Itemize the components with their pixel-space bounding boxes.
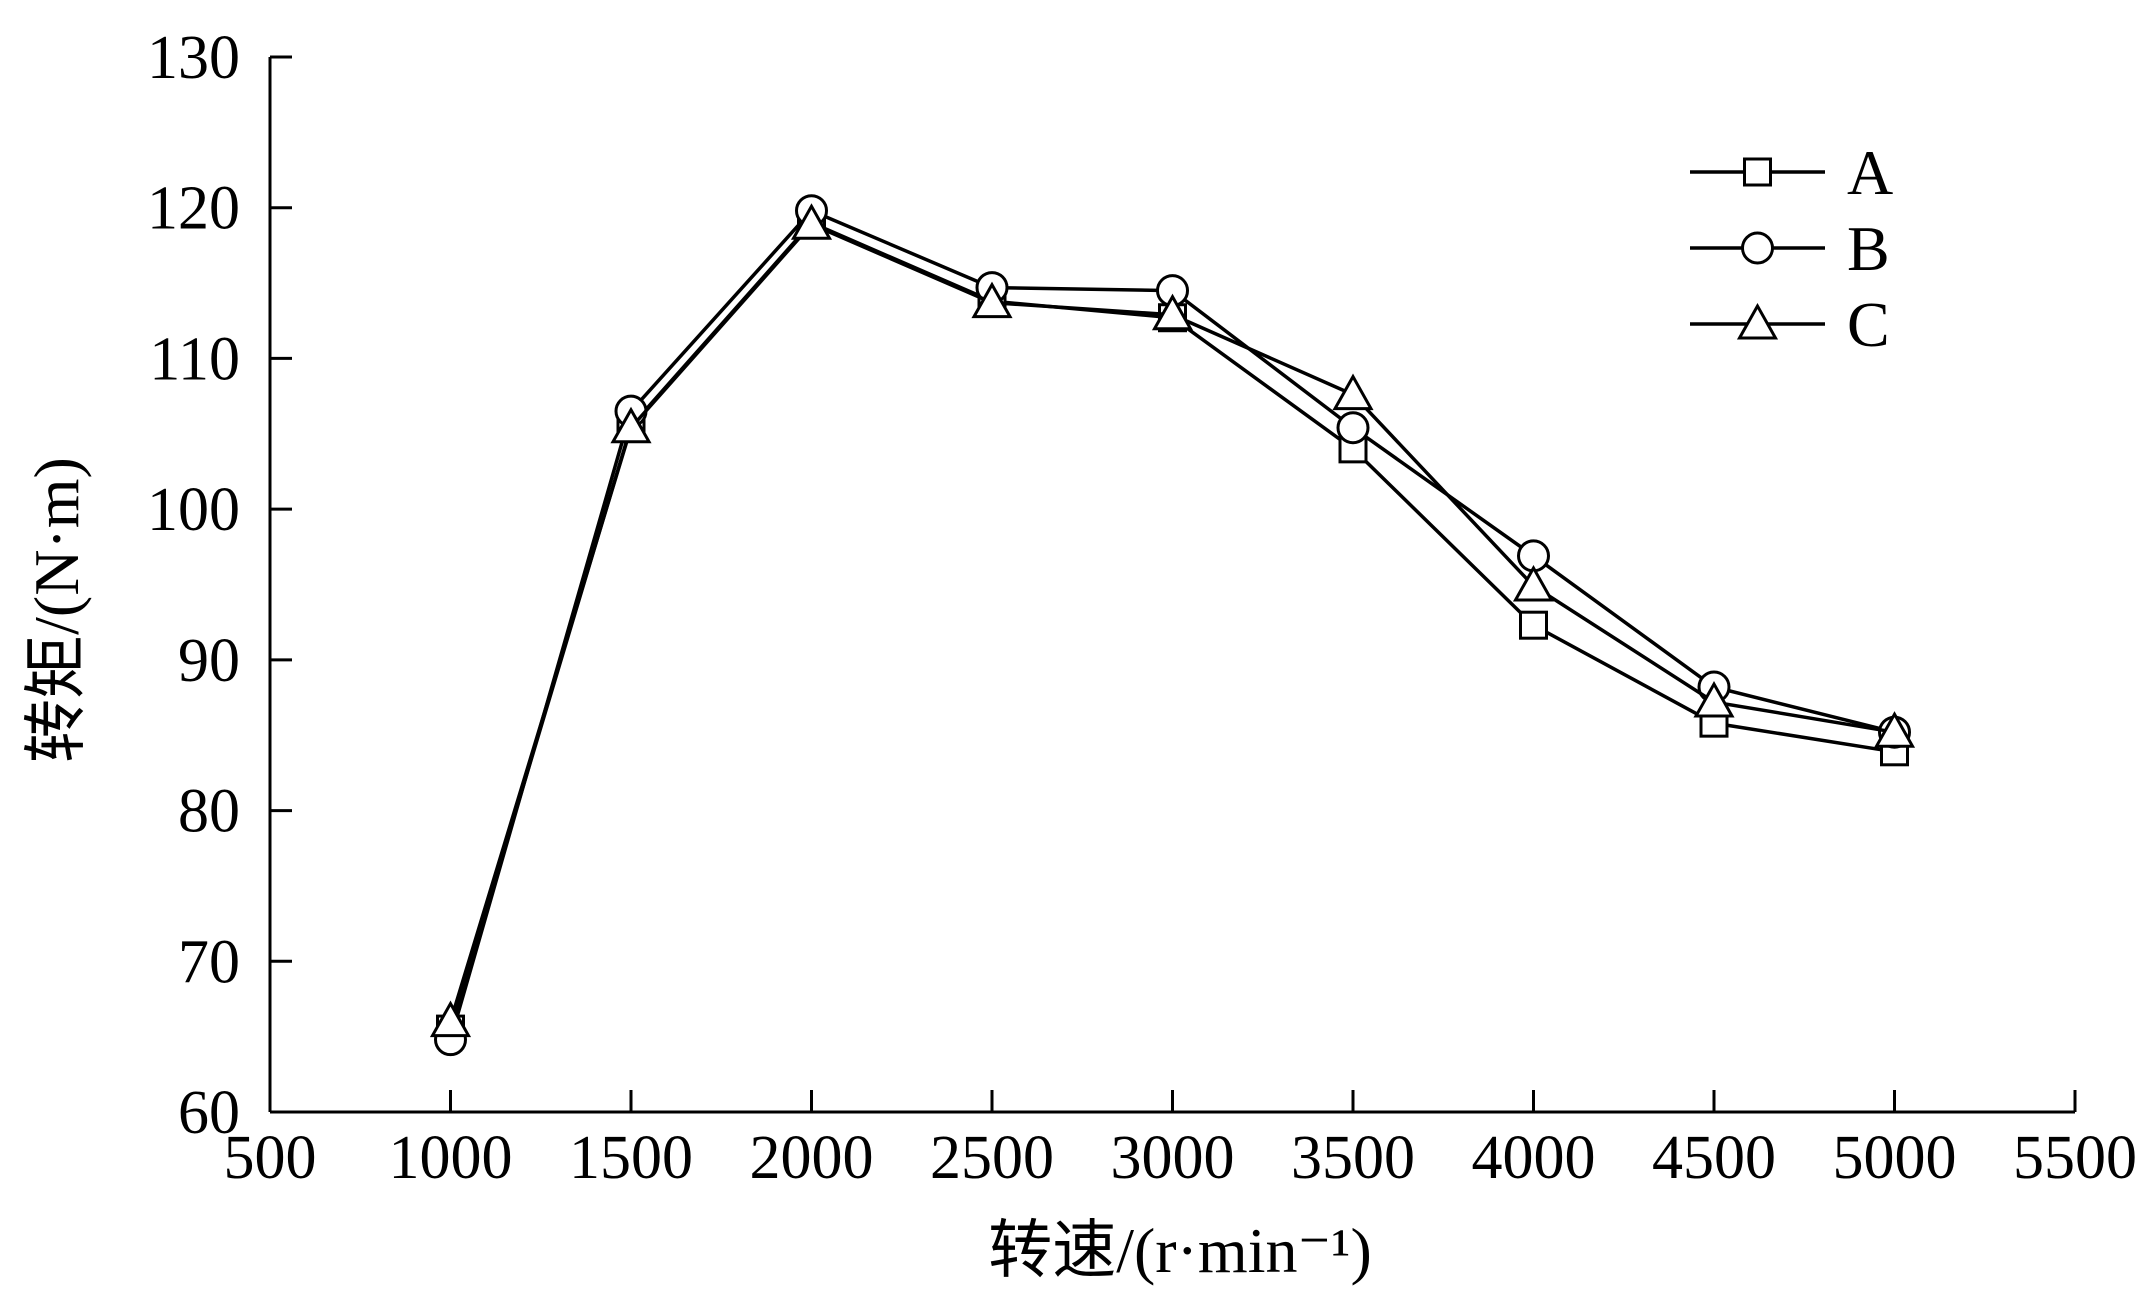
x-tick-label: 3500 xyxy=(1291,1124,1415,1192)
legend-marker xyxy=(1743,157,1772,187)
legend-label: A xyxy=(1847,137,1893,208)
data-point-A xyxy=(1519,610,1548,640)
data-point-C xyxy=(610,406,652,444)
legend: ABC xyxy=(1690,137,1893,360)
x-tick-label: 5500 xyxy=(2013,1124,2137,1192)
series-line-A xyxy=(448,220,1895,1030)
data-point-C xyxy=(429,1000,472,1038)
legend-item-B: B xyxy=(1690,213,1890,284)
y-tick-label: 110 xyxy=(149,325,240,393)
y-tick-label: 60 xyxy=(178,1079,240,1147)
y-tick-label: 90 xyxy=(178,627,240,695)
data-point-C xyxy=(1332,373,1374,411)
x-tick-label: 4500 xyxy=(1652,1124,1776,1192)
data-point-C xyxy=(971,281,1013,319)
x-tick-label: 3000 xyxy=(1111,1124,1235,1192)
axes: 500 1000 1500 2000 2500 3000 3500 4000 4500 5000 5… xyxy=(147,24,2137,1192)
data-point-B xyxy=(1336,411,1370,445)
legend-item-C: C xyxy=(1690,289,1890,360)
y-tick-label: 100 xyxy=(147,476,240,544)
data-point-C xyxy=(1512,564,1555,602)
series-A xyxy=(436,208,1909,1044)
series-line-C xyxy=(448,222,1895,1023)
data-point-C xyxy=(790,203,833,240)
y-axis-title: 转矩/(N·m) xyxy=(21,457,92,763)
x-tick-label: 2500 xyxy=(930,1124,1054,1192)
y-tick-label: 80 xyxy=(178,778,240,846)
x-tick-label: 500 xyxy=(224,1124,317,1192)
y-tick-label: 130 xyxy=(147,24,240,92)
legend-label: B xyxy=(1847,213,1890,284)
series-C xyxy=(429,203,1916,1038)
data-point-C xyxy=(1873,711,1916,748)
legend-marker xyxy=(1736,302,1779,340)
data-point-C xyxy=(1693,680,1735,718)
legend-marker xyxy=(1741,231,1774,265)
y-tick-label: 120 xyxy=(147,175,240,243)
series-layer xyxy=(429,194,1916,1057)
x-tick-label: 4000 xyxy=(1472,1124,1596,1192)
x-axis-title: 转速/(r·min⁻¹) xyxy=(988,1215,1372,1286)
data-point-C xyxy=(1151,293,1194,331)
x-tick-label: 1500 xyxy=(569,1124,693,1192)
legend-label: C xyxy=(1847,289,1890,360)
x-tick-label: 5000 xyxy=(1833,1124,1957,1192)
legend-item-A: A xyxy=(1690,137,1893,208)
x-tick-label: 1000 xyxy=(389,1124,513,1192)
x-tick-label: 2000 xyxy=(750,1124,874,1192)
series-line-B xyxy=(448,208,1895,1041)
y-tick-label: 70 xyxy=(178,928,240,996)
